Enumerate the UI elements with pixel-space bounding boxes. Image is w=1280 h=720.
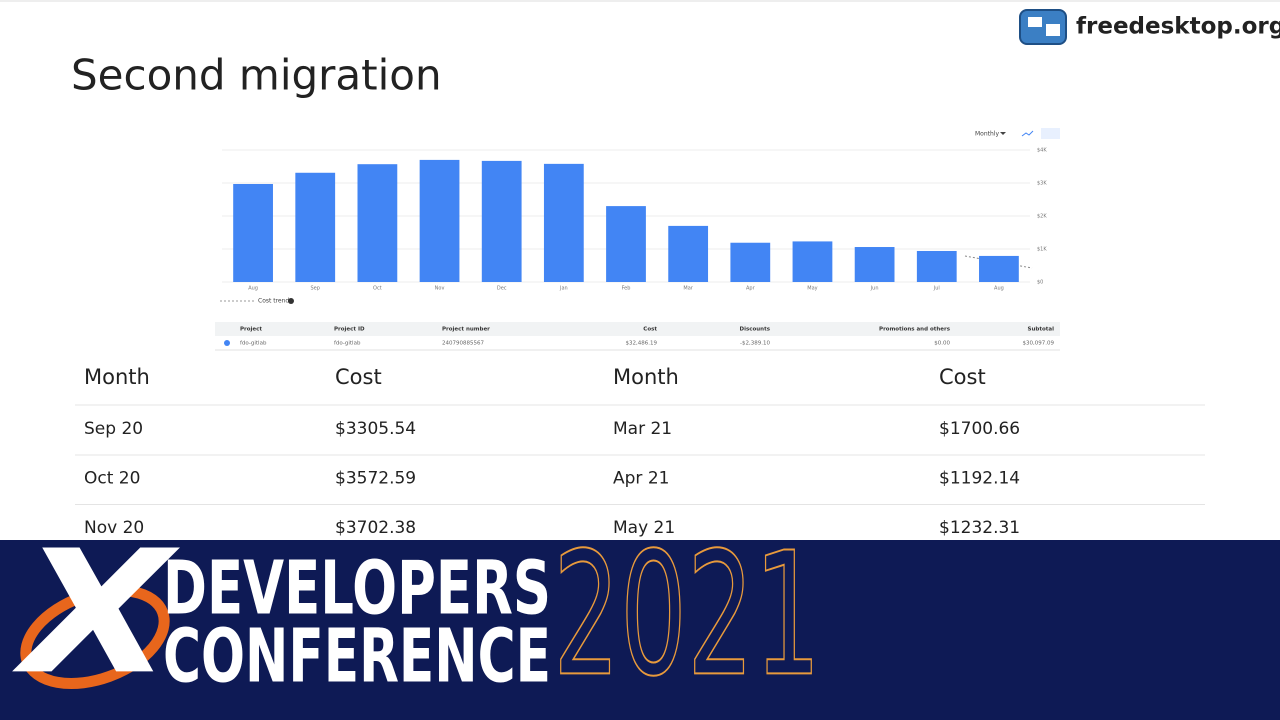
bar-toggle[interactable]	[1041, 128, 1060, 139]
y-tick-label: $4K	[1037, 148, 1047, 154]
project-dot	[224, 340, 230, 346]
table-cell: May 21	[613, 518, 675, 538]
billing-cell: fdo-gitlab	[334, 341, 361, 347]
x-tick-label: Sep	[311, 286, 320, 292]
bar	[730, 242, 771, 282]
table-header: Month	[613, 365, 679, 389]
x-tick-label: Dec	[497, 286, 507, 292]
billing-header: Project	[240, 327, 262, 333]
table-cell: Sep 20	[84, 419, 143, 439]
table-cell: $3305.54	[335, 419, 416, 439]
table-cell: $1700.66	[939, 419, 1020, 439]
slide-title: Second migration	[71, 51, 442, 100]
billing-cell: 240790885567	[442, 341, 484, 347]
banner-bg	[0, 540, 1280, 720]
billing-cell: $32,486.19	[626, 341, 658, 347]
banner-line1: DEVELOPERS	[163, 546, 551, 632]
table-cell: Nov 20	[84, 518, 144, 538]
dropdown-arrow	[1000, 132, 1006, 135]
x-tick-label: Jun	[870, 286, 879, 292]
trend-legend-label: Cost trend	[258, 298, 289, 305]
y-tick-label: $0	[1037, 280, 1043, 286]
table-header: Cost	[335, 365, 382, 389]
x-tick-label: Feb	[622, 286, 631, 292]
table-cell: $3702.38	[335, 518, 416, 538]
banner-mark: X	[12, 514, 181, 712]
billing-cell: $30,097.09	[1023, 341, 1055, 347]
table-header: Month	[84, 365, 150, 389]
x-tick-label: Apr	[746, 286, 756, 292]
bar	[233, 183, 273, 282]
billing-header: Project ID	[334, 327, 365, 333]
bar	[916, 250, 957, 282]
bar	[792, 241, 833, 282]
logo-window	[1046, 24, 1060, 36]
billing-header: Discounts	[740, 327, 771, 333]
x-tick-label: Jul	[933, 286, 940, 292]
table-cell: $1192.14	[939, 469, 1020, 489]
bar	[419, 159, 460, 282]
billing-cell: fdo-gitlab	[240, 341, 267, 347]
y-tick-label: $2K	[1037, 214, 1047, 220]
billing-header: Promotions and others	[879, 327, 951, 333]
banner-ring	[20, 584, 170, 690]
billing-cell: -$2,389.10	[740, 341, 770, 347]
banner-line2: CONFERENCE	[163, 614, 551, 700]
billing-cell: $0.00	[934, 341, 950, 347]
x-tick-label: May	[807, 286, 817, 292]
billing-header: Cost	[643, 327, 657, 333]
logo-window	[1028, 17, 1042, 27]
table-cell: Mar 21	[613, 419, 672, 439]
billing-header: Subtotal	[1028, 327, 1055, 333]
bar	[854, 247, 895, 282]
table-cell: Oct 20	[84, 469, 140, 489]
billing-header: Project number	[442, 327, 490, 333]
bar	[606, 206, 646, 282]
y-tick-label: $3K	[1037, 181, 1047, 187]
x-tick-label: Mar	[683, 286, 693, 292]
bar	[295, 172, 336, 282]
logo-text: freedesktop.org	[1076, 14, 1280, 40]
line-toggle[interactable]	[1021, 130, 1034, 137]
table-cell: $3572.59	[335, 469, 416, 489]
table-cell: $1232.31	[939, 518, 1020, 538]
y-tick-label: $1K	[1037, 247, 1047, 253]
x-tick-label: Aug	[994, 286, 1004, 292]
bar	[979, 255, 1019, 282]
bar	[543, 163, 584, 282]
logo: freedesktop.org	[1019, 9, 1280, 45]
bar	[481, 160, 522, 282]
x-tick-label: Aug	[248, 286, 258, 292]
banner-year: 2021	[553, 516, 821, 714]
table-cell: Apr 21	[613, 469, 669, 489]
bar	[668, 225, 709, 282]
x-tick-label: Nov	[435, 286, 445, 292]
x-tick-label: Jan	[559, 286, 568, 292]
billing-header-bg	[215, 322, 1060, 336]
period-select[interactable]: Monthly	[975, 131, 999, 138]
bar	[357, 164, 398, 282]
trend-line	[964, 255, 1033, 269]
x-tick-label: Oct	[373, 286, 382, 292]
help-icon	[288, 298, 294, 304]
table-header: Cost	[939, 365, 986, 389]
